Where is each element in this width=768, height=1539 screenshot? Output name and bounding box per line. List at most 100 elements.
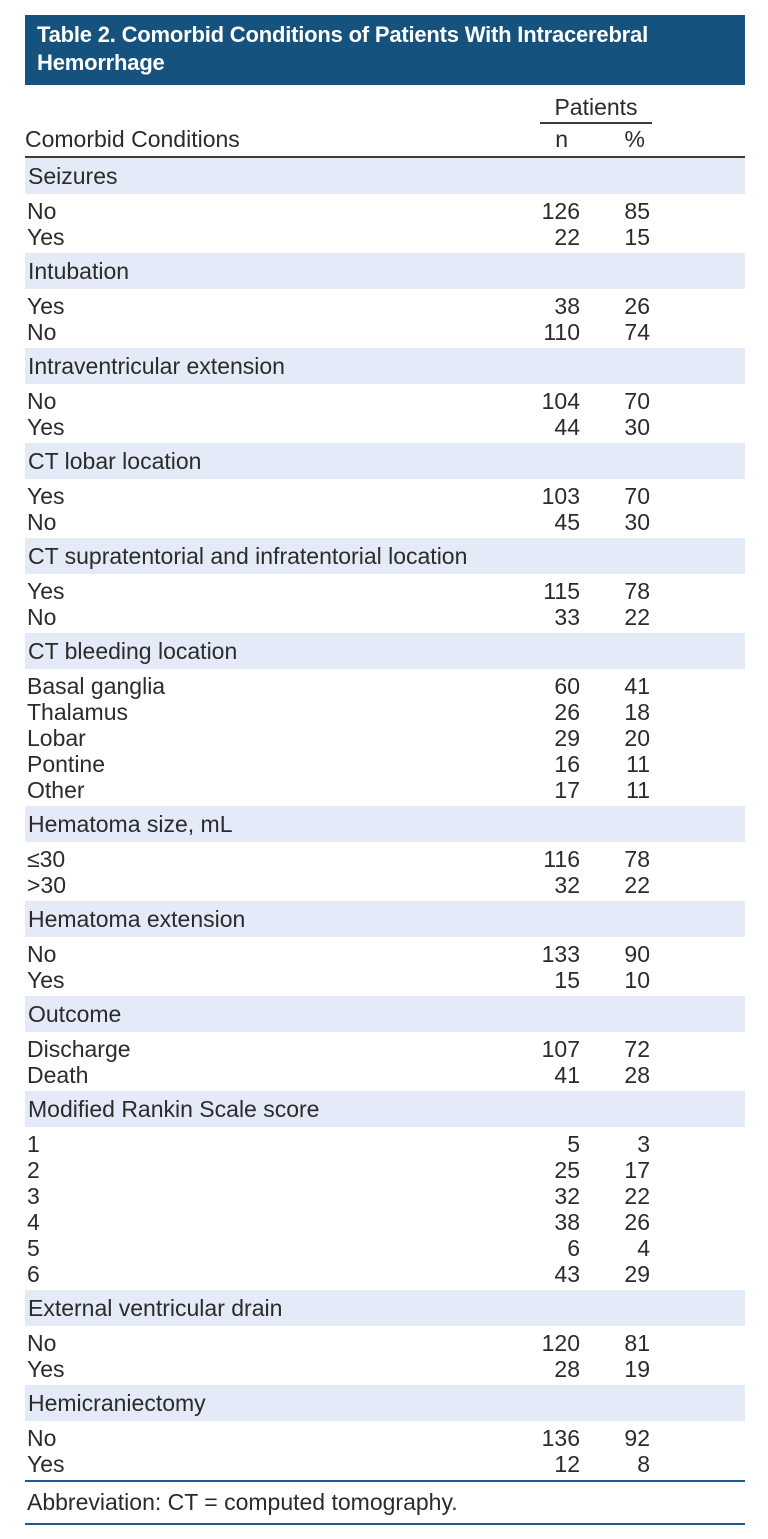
row-percent-value: 70 (624, 483, 650, 509)
table-section: Hematoma size, mL ≤30 116 78 >30 32 22 (25, 806, 745, 898)
table-section: Intraventricular extension No 104 70 Yes 44 30 (25, 348, 745, 440)
row-percent-value: 90 (624, 941, 650, 967)
table-row: No 33 22 (25, 604, 745, 630)
table-row: 5 6 4 (25, 1235, 745, 1261)
row-label: No (27, 509, 57, 535)
row-n-value: 110 (543, 319, 580, 345)
table-title-band: Table 2. Comorbid Conditions of Patients… (25, 15, 745, 85)
row-label: No (27, 388, 57, 414)
table-row: Yes 15 10 (25, 967, 745, 993)
row-n-value: 16 (554, 751, 580, 777)
row-label: Other (27, 777, 85, 803)
table-row: Yes 115 78 (25, 578, 745, 604)
row-percent-value: 22 (624, 604, 650, 630)
row-percent-value: 78 (624, 578, 650, 604)
table-row: 2 25 17 (25, 1157, 745, 1183)
section-header: Hematoma extension (25, 901, 745, 937)
table-row: 1 5 3 (25, 1131, 745, 1157)
table-row: No 110 74 (25, 319, 745, 345)
row-percent-value: 11 (626, 777, 650, 803)
row-n-value: 22 (554, 224, 580, 250)
table-section: CT supratentorial and infratentorial loc… (25, 538, 745, 630)
row-label: 5 (27, 1235, 40, 1261)
row-percent-value: 30 (624, 509, 650, 535)
row-label: 4 (27, 1209, 40, 1235)
patients-group-header: Patients (540, 94, 652, 124)
row-n-value: 28 (554, 1356, 580, 1382)
row-label: Discharge (27, 1036, 131, 1062)
row-n-value: 6 (567, 1235, 580, 1261)
row-n-value: 26 (554, 699, 580, 725)
column-header-percent: % (624, 126, 645, 152)
column-header-comorbid-conditions: Comorbid Conditions (25, 126, 240, 152)
row-label: No (27, 319, 57, 345)
row-percent-value: 8 (637, 1451, 650, 1477)
section-header: External ventricular drain (25, 1290, 745, 1326)
section-header: Modified Rankin Scale score (25, 1091, 745, 1127)
table-row: Yes 22 15 (25, 224, 745, 250)
row-percent-value: 41 (624, 673, 650, 699)
row-label: Death (27, 1062, 89, 1088)
row-percent-value: 26 (624, 1209, 650, 1235)
row-percent-value: 30 (624, 414, 650, 440)
row-label: 3 (27, 1183, 40, 1209)
row-n-value: 17 (554, 777, 580, 803)
table-body: Seizures No 126 85 Yes 22 15 Intubation Yes 38 26 N… (25, 158, 745, 1477)
row-label: 2 (27, 1157, 40, 1183)
section-header: Intraventricular extension (25, 348, 745, 384)
table-row: Yes 103 70 (25, 483, 745, 509)
row-percent-value: 10 (624, 967, 650, 993)
table-row: Lobar 29 20 (25, 725, 745, 751)
row-label: No (27, 941, 57, 967)
row-label: ≤30 (27, 846, 66, 872)
row-n-value: 43 (554, 1261, 580, 1287)
table-row: ≤30 116 78 (25, 846, 745, 872)
row-n-value: 104 (541, 388, 580, 414)
row-label: No (27, 1425, 57, 1451)
table-section: Hematoma extension No 133 90 Yes 15 10 (25, 901, 745, 993)
row-label: Yes (27, 1451, 65, 1477)
section-header: Intubation (25, 253, 745, 289)
row-percent-value: 15 (624, 224, 650, 250)
row-n-value: 38 (554, 293, 580, 319)
row-percent-value: 72 (624, 1036, 650, 1062)
row-label: >30 (27, 872, 67, 898)
table-row: Yes 28 19 (25, 1356, 745, 1382)
row-percent-value: 78 (624, 846, 650, 872)
table-row: Other 17 11 (25, 777, 745, 803)
table-row: Yes 44 30 (25, 414, 745, 440)
table-row: Thalamus 26 18 (25, 699, 745, 725)
row-n-value: 120 (541, 1330, 580, 1356)
table-row: No 136 92 (25, 1425, 745, 1451)
table-section: Hemicraniectomy No 136 92 Yes 12 8 (25, 1385, 745, 1477)
row-percent-value: 3 (637, 1131, 650, 1157)
row-n-value: 60 (554, 673, 580, 699)
table-section: Modified Rankin Scale score 1 5 3 2 25 17 3 32 22… (25, 1091, 745, 1287)
row-label: Yes (27, 224, 65, 250)
row-percent-value: 22 (624, 1183, 650, 1209)
row-n-value: 25 (554, 1157, 580, 1183)
section-header: Seizures (25, 158, 745, 194)
row-n-value: 44 (554, 414, 580, 440)
section-header: CT supratentorial and infratentorial loc… (25, 538, 745, 574)
row-n-value: 29 (554, 725, 580, 751)
row-n-value: 107 (541, 1036, 580, 1062)
row-label: 1 (27, 1131, 40, 1157)
table-row: Pontine 16 11 (25, 751, 745, 777)
table-row: No 133 90 (25, 941, 745, 967)
row-label: 6 (27, 1261, 40, 1287)
section-header: CT lobar location (25, 443, 745, 479)
row-percent-value: 74 (624, 319, 650, 345)
table-row: 6 43 29 (25, 1261, 745, 1287)
row-n-value: 15 (554, 967, 580, 993)
row-n-value: 133 (541, 941, 580, 967)
row-n-value: 41 (554, 1062, 580, 1088)
table-row: >30 32 22 (25, 872, 745, 898)
table-title: Table 2. Comorbid Conditions of Patients… (37, 22, 648, 75)
row-n-value: 38 (554, 1209, 580, 1235)
table-row: Yes 38 26 (25, 293, 745, 319)
row-n-value: 32 (554, 1183, 580, 1209)
table-row: Yes 12 8 (25, 1451, 745, 1477)
table-section: External ventricular drain No 120 81 Yes 28 19 (25, 1290, 745, 1382)
